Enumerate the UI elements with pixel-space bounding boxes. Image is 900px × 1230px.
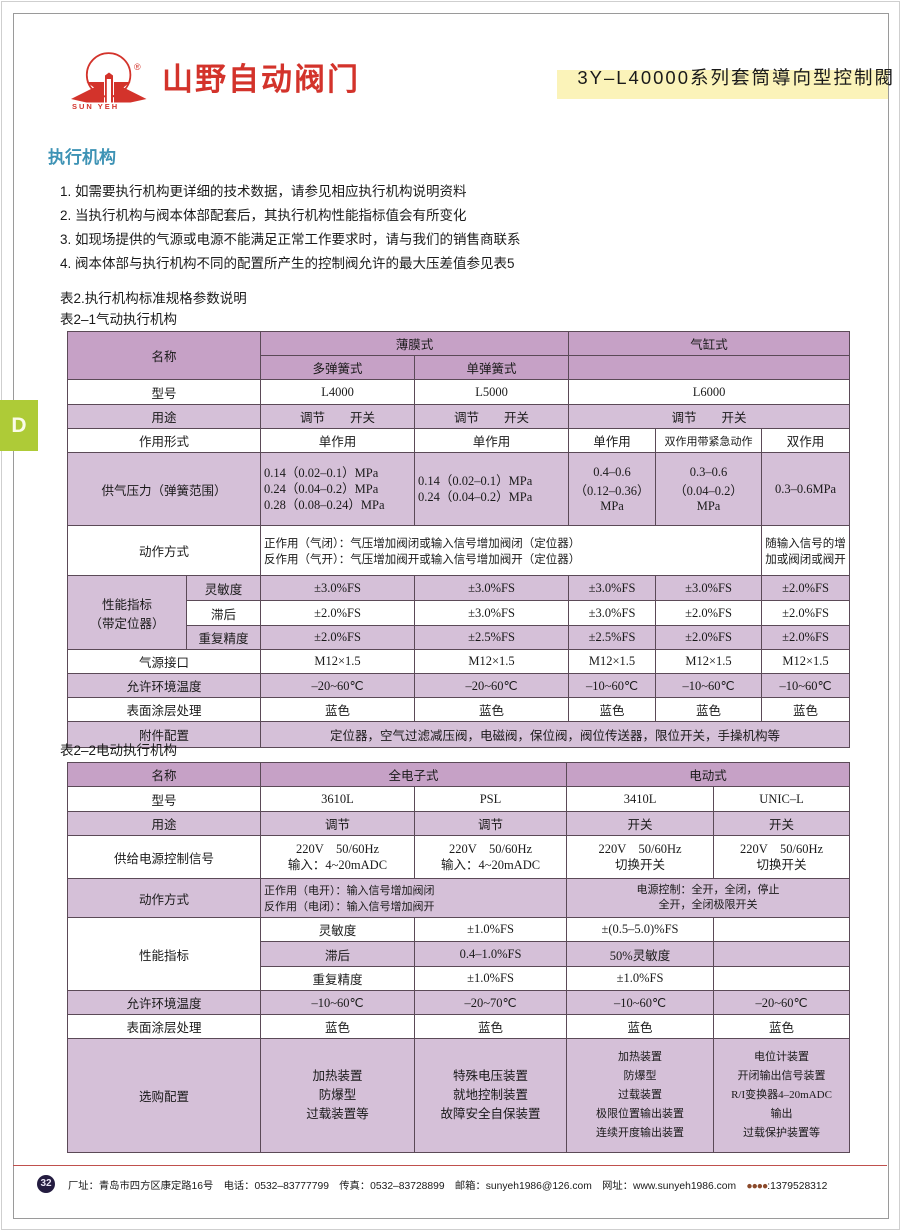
- svg-text:SUN YEH: SUN YEH: [72, 102, 119, 111]
- svg-text:®: ®: [134, 62, 141, 72]
